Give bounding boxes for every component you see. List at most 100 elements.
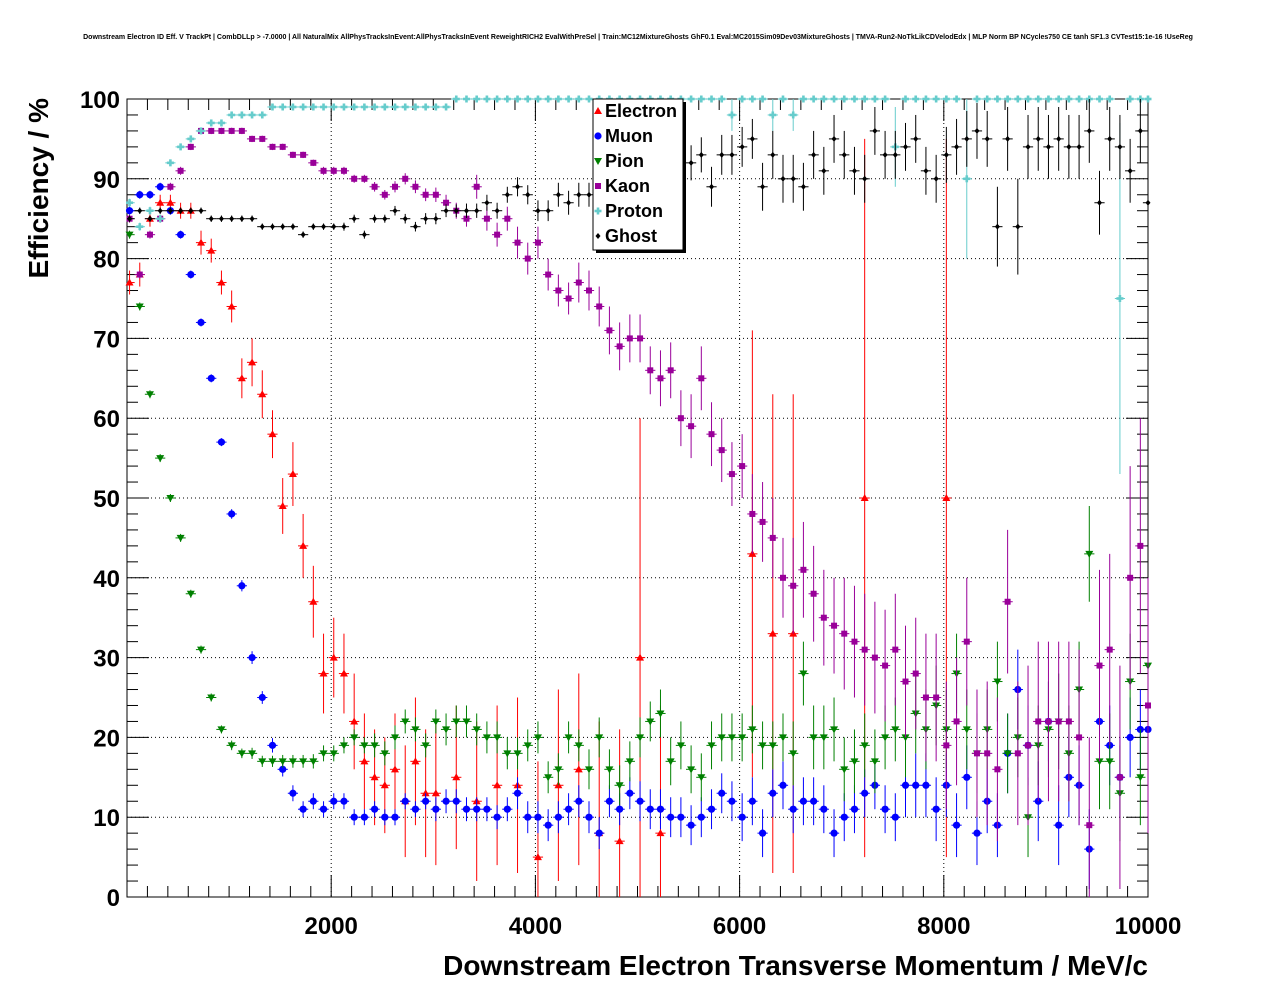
marker-proton <box>820 95 828 103</box>
marker-ghost <box>780 175 786 182</box>
marker-muon <box>258 693 266 702</box>
data-point-muon <box>216 438 227 447</box>
data-point-proton <box>716 95 727 103</box>
data-point-ghost <box>706 166 717 207</box>
data-point-ghost <box>512 177 523 197</box>
marker-ghost <box>269 223 275 230</box>
marker-proton-v <box>904 95 907 103</box>
marker-proton-v <box>853 95 856 103</box>
marker-pion <box>881 734 890 742</box>
marker-muon <box>605 797 614 805</box>
marker-ghost <box>198 207 204 214</box>
marker-proton <box>238 111 246 119</box>
data-point-proton <box>267 103 278 111</box>
data-point-ghost <box>808 130 819 179</box>
marker-ghost <box>933 175 939 182</box>
data-point-electron <box>318 633 329 714</box>
data-point-electron <box>287 442 299 506</box>
marker-proton <box>738 95 746 103</box>
data-point-pion <box>165 494 176 502</box>
data-point-pion <box>849 729 860 794</box>
marker-ghost <box>167 207 173 214</box>
data-point-proton <box>440 103 452 111</box>
marker-proton <box>544 95 552 103</box>
data-point-kaon <box>502 206 513 231</box>
data-point-kaon <box>951 657 962 786</box>
marker-proton <box>810 95 818 103</box>
marker-pion <box>493 734 502 742</box>
data-point-kaon <box>594 286 605 327</box>
data-point-electron <box>349 673 360 770</box>
data-point-kaon <box>430 187 441 202</box>
marker-ghost <box>331 223 337 230</box>
marker-kaon <box>1137 542 1144 549</box>
marker-proton-v <box>740 95 744 103</box>
marker-pion <box>431 718 440 726</box>
marker-muon <box>544 821 552 829</box>
data-point-kaon <box>522 242 533 275</box>
marker-kaon <box>892 646 899 653</box>
data-point-muon <box>563 793 574 826</box>
data-point-muon <box>440 789 452 814</box>
data-point-ghost <box>890 130 901 179</box>
marker-pion <box>840 766 849 774</box>
marker-proton-v <box>148 207 152 215</box>
data-point-muon <box>430 797 441 822</box>
marker-kaon <box>831 622 838 629</box>
data-point-kaon <box>318 166 329 175</box>
marker-muon <box>411 805 420 813</box>
marker-proton-v <box>924 95 928 103</box>
data-point-ghost <box>359 230 370 239</box>
marker-kaon <box>984 750 991 757</box>
marker-proton <box>534 95 542 103</box>
marker-proton-v <box>342 103 346 111</box>
data-point-kaon <box>1053 641 1064 802</box>
marker-proton <box>953 95 961 103</box>
data-point-kaon <box>277 143 288 151</box>
series-pion <box>125 230 1152 858</box>
marker-ghost <box>351 215 357 222</box>
data-point-muon <box>931 777 942 842</box>
data-point-proton <box>226 111 237 119</box>
marker-pion <box>380 750 389 758</box>
data-point-kaon <box>818 569 829 666</box>
marker-ghost <box>800 183 806 190</box>
data-point-proton <box>1073 95 1085 103</box>
marker-electron <box>166 198 175 206</box>
marker-ghost <box>851 167 857 174</box>
marker-pion <box>656 710 665 718</box>
marker-proton-v <box>1128 95 1132 103</box>
data-point-pion <box>828 697 840 762</box>
data-point-pion <box>349 729 360 746</box>
data-point-pion <box>277 754 288 768</box>
data-point-kaon <box>706 402 717 467</box>
marker-kaon <box>882 662 889 669</box>
marker-proton <box>983 95 991 103</box>
data-point-pion <box>379 741 390 766</box>
marker-ghost <box>341 223 347 230</box>
marker-pion <box>421 742 430 750</box>
data-point-proton <box>910 95 921 103</box>
marker-ghost <box>484 199 490 206</box>
marker-kaon <box>1065 718 1072 725</box>
marker-ghost <box>872 127 878 134</box>
marker-ghost <box>239 215 245 222</box>
data-point-muon <box>716 773 727 814</box>
marker-muon <box>687 821 695 829</box>
marker-ghost <box>994 223 1000 230</box>
marker-pion <box>217 726 226 734</box>
marker-pion <box>329 750 338 758</box>
data-point-pion <box>645 701 656 742</box>
data-point-ghost <box>287 223 299 230</box>
data-point-kaon <box>216 127 227 135</box>
marker-pion <box>666 758 675 766</box>
data-point-proton <box>481 95 493 103</box>
marker-proton <box>197 127 205 135</box>
marker-muon <box>177 231 185 239</box>
marker-proton-v <box>312 103 315 111</box>
data-point-proton <box>328 103 339 111</box>
marker-muon <box>279 765 287 773</box>
marker-ghost <box>984 135 990 142</box>
data-point-ghost <box>716 134 727 175</box>
marker-kaon <box>790 582 797 589</box>
